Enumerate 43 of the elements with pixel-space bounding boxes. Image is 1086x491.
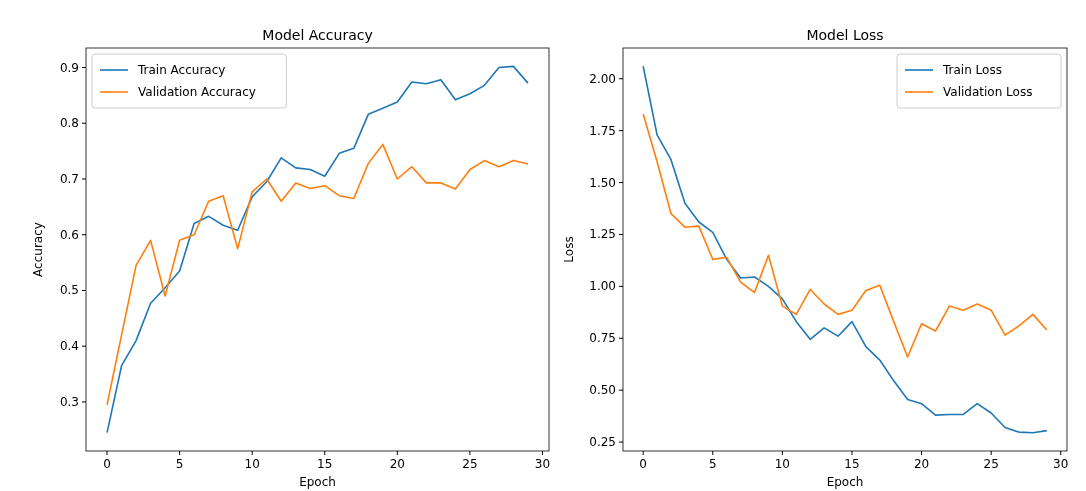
y-axis-title: Loss [562, 236, 576, 263]
legend-label: Validation Accuracy [138, 85, 256, 99]
x-tick-label: 0 [103, 457, 111, 471]
x-tick-label: 10 [244, 457, 260, 471]
x-tick-label: 5 [175, 457, 184, 471]
line-series [642, 65, 1048, 434]
x-tick-label: 25 [462, 457, 478, 471]
x-tick-label: 5 [708, 457, 717, 471]
line-series [106, 65, 529, 434]
y-tick-label: 0.6 [59, 227, 79, 242]
x-axis-title: Epoch [299, 475, 336, 489]
chart-title: Model Loss [806, 27, 884, 43]
y-tick-label: 0.4 [59, 339, 79, 354]
y-tick-label: 0.9 [59, 60, 79, 75]
legend-label: Validation Loss [943, 85, 1033, 99]
x-tick-label: 30 [534, 457, 551, 471]
x-tick-label: 15 [317, 457, 333, 471]
y-axis-title: Accuracy [31, 222, 45, 277]
chart-title: Model Accuracy [262, 27, 373, 43]
x-tick-label: 10 [774, 457, 791, 471]
x-tick-label: 30 [1053, 457, 1069, 471]
y-tick-label: 0.75 [589, 331, 616, 346]
x-tick-label: 0 [639, 457, 647, 471]
y-tick-label: 1.50 [589, 175, 616, 190]
x-tick-label: 20 [913, 457, 930, 471]
y-tick-label: 0.5 [59, 283, 79, 298]
x-tick-label: 15 [844, 457, 860, 471]
y-tick-label: 0.3 [59, 394, 79, 409]
line-series [642, 113, 1048, 358]
y-tick-label: 0.7 [59, 171, 79, 186]
x-axis-title: Epoch [826, 475, 864, 489]
y-tick-label: 2.00 [589, 71, 616, 86]
line-series [106, 143, 529, 406]
legend-label: Train Loss [942, 63, 1002, 77]
legend-label: Train Accuracy [137, 63, 226, 77]
y-tick-label: 1.25 [589, 227, 616, 242]
y-tick-label: 0.50 [589, 383, 616, 398]
y-tick-label: 0.8 [59, 116, 79, 131]
y-tick-label: 1.00 [589, 279, 616, 294]
y-tick-label: 0.25 [589, 435, 616, 450]
x-tick-label: 25 [983, 457, 999, 471]
y-tick-label: 1.75 [589, 123, 616, 138]
x-tick-label: 20 [389, 457, 405, 471]
